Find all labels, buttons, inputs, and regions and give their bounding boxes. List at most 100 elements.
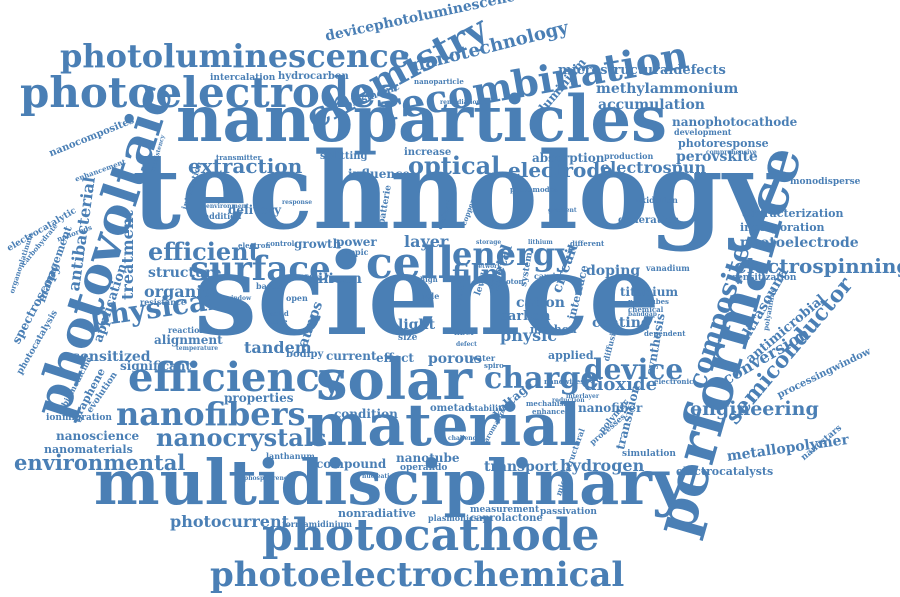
- word-nanofibers: nanofibers: [116, 395, 306, 433]
- word-generation: generation: [618, 215, 680, 226]
- word-ionmigration: ionmigration: [46, 413, 112, 423]
- word-spiro: spiro: [484, 361, 504, 370]
- word-hole: hole: [420, 291, 440, 301]
- word-vanadium: vanadium: [646, 263, 690, 273]
- word-hydrocarbon: hydrocarbon: [278, 71, 349, 82]
- word-electron: electron: [238, 241, 271, 250]
- word-electrospinning: electrospinning: [734, 254, 900, 278]
- word-current: current: [326, 349, 377, 363]
- word-control: control: [266, 239, 295, 248]
- word-multidisciplinary: multidisciplinary: [94, 446, 688, 519]
- word-layer: layer: [404, 232, 449, 251]
- word-photoelectrochemical: photoelectrochemical: [210, 555, 625, 595]
- word-methylammonium: methylammonium: [596, 81, 739, 97]
- word-condition: condition: [334, 407, 398, 421]
- word-state: state: [268, 317, 288, 326]
- word-ometad: ometad: [430, 403, 472, 414]
- word-development: development: [674, 127, 732, 137]
- word-material: material: [306, 391, 581, 459]
- word-defect: defect: [456, 341, 477, 348]
- word-production: production: [604, 151, 654, 161]
- word-interlayer: interlayer: [566, 393, 600, 400]
- word-nanotubes: nanotubes: [628, 297, 669, 306]
- word-network: network: [474, 263, 502, 270]
- word-photoresponse: photoresponse: [678, 137, 769, 150]
- word-chemical: chemical: [628, 305, 664, 314]
- word-mechanism: mechanism: [526, 399, 571, 408]
- word-efficiency: efficiency: [128, 354, 344, 401]
- word-nanoscience: nanoscience: [56, 429, 140, 443]
- word-perovskite: perovskite: [676, 149, 758, 165]
- word-physic: physic: [500, 326, 557, 345]
- word-solar: solar: [316, 347, 472, 413]
- word-environmental: environmental: [14, 450, 186, 475]
- word-electronic: electronic: [654, 377, 694, 386]
- word-simulation: simulation: [622, 449, 676, 459]
- word-lanthanum: lanthanum: [266, 451, 315, 461]
- word-bodipy: bodipy: [286, 349, 324, 360]
- word-organic: organic: [144, 282, 213, 301]
- word-technology: technology: [132, 128, 785, 253]
- word-film: film: [452, 260, 509, 290]
- word-monodisperse: monodisperse: [790, 177, 861, 187]
- word-bandgap: bandgap: [628, 311, 657, 318]
- word-nanoparticles: nanoparticles: [176, 82, 668, 157]
- word-resistance: resistance: [140, 297, 187, 307]
- word-absorption: absorption: [532, 151, 605, 165]
- word-stability: stability: [470, 403, 507, 413]
- word-based: based: [256, 281, 282, 291]
- word-operando: operando: [400, 463, 448, 473]
- word-microstructuraldefects: microstructuraldefects: [558, 63, 726, 78]
- word-passivation: passivation: [540, 507, 597, 517]
- word-gradient: gradient: [548, 207, 577, 214]
- word-lithium: lithium: [528, 239, 553, 246]
- word-cell: cell: [366, 238, 455, 289]
- word-measurement: measurement: [470, 505, 540, 515]
- word-transport: transport: [484, 459, 558, 475]
- word-nanophotocathode: nanophotocathode: [672, 115, 798, 129]
- word-characterization: characterization: [742, 207, 844, 220]
- word-water: water: [470, 353, 496, 363]
- word-science: science: [194, 230, 660, 361]
- word-optical: optical: [408, 151, 501, 180]
- word-titanium: titanium: [620, 285, 679, 299]
- word-charge: charge: [484, 361, 600, 396]
- word-power: power: [336, 235, 377, 249]
- word-nonradiative: nonradiative: [338, 507, 416, 520]
- word-phase: phase: [288, 271, 315, 281]
- word-effect: effect: [376, 351, 414, 365]
- word-efficient: efficient: [148, 237, 260, 266]
- word-photoelectrode: photoelectrode: [740, 235, 859, 251]
- word-remediation: remediation: [440, 99, 481, 106]
- word-surface: surface: [190, 249, 331, 289]
- word-nanomaterials: nanomaterials: [44, 443, 133, 456]
- word-intercalation: intercalation: [210, 73, 276, 83]
- word-electrospun: electrospun: [600, 158, 707, 177]
- word-coating: coating: [592, 315, 651, 331]
- word-silicon: silicon: [310, 271, 362, 287]
- word-applied: applied: [548, 349, 594, 362]
- word-significant: significant: [120, 359, 192, 373]
- word-engineering: engineering: [690, 398, 819, 420]
- word-comprehensive: comprehensive: [706, 149, 757, 156]
- word-energy: energy: [452, 235, 574, 273]
- word-method: method: [530, 323, 577, 336]
- word-phosphorene: phosphorene: [244, 475, 288, 482]
- word-environment: environment: [206, 203, 249, 210]
- word-challenge: challenge: [448, 435, 481, 442]
- word-photon: photon: [496, 277, 524, 286]
- word-topic: topic: [346, 247, 369, 257]
- word-nanowires: nanowires: [544, 377, 585, 386]
- word-hydrogen: hydrogen: [560, 456, 645, 475]
- word-photocathode: photocathode: [262, 510, 600, 561]
- word-increase: increase: [404, 147, 452, 158]
- word-dioxide: dioxide: [584, 374, 658, 395]
- word-alignment: alignment: [154, 333, 223, 347]
- word-storage: storage: [476, 239, 502, 246]
- word-addition: addition: [204, 211, 242, 221]
- word-nanotube: nanotube: [396, 451, 460, 465]
- word-fiber: fiber: [454, 327, 475, 337]
- word-open: open: [286, 293, 308, 303]
- word-carrier: carrier: [534, 271, 565, 281]
